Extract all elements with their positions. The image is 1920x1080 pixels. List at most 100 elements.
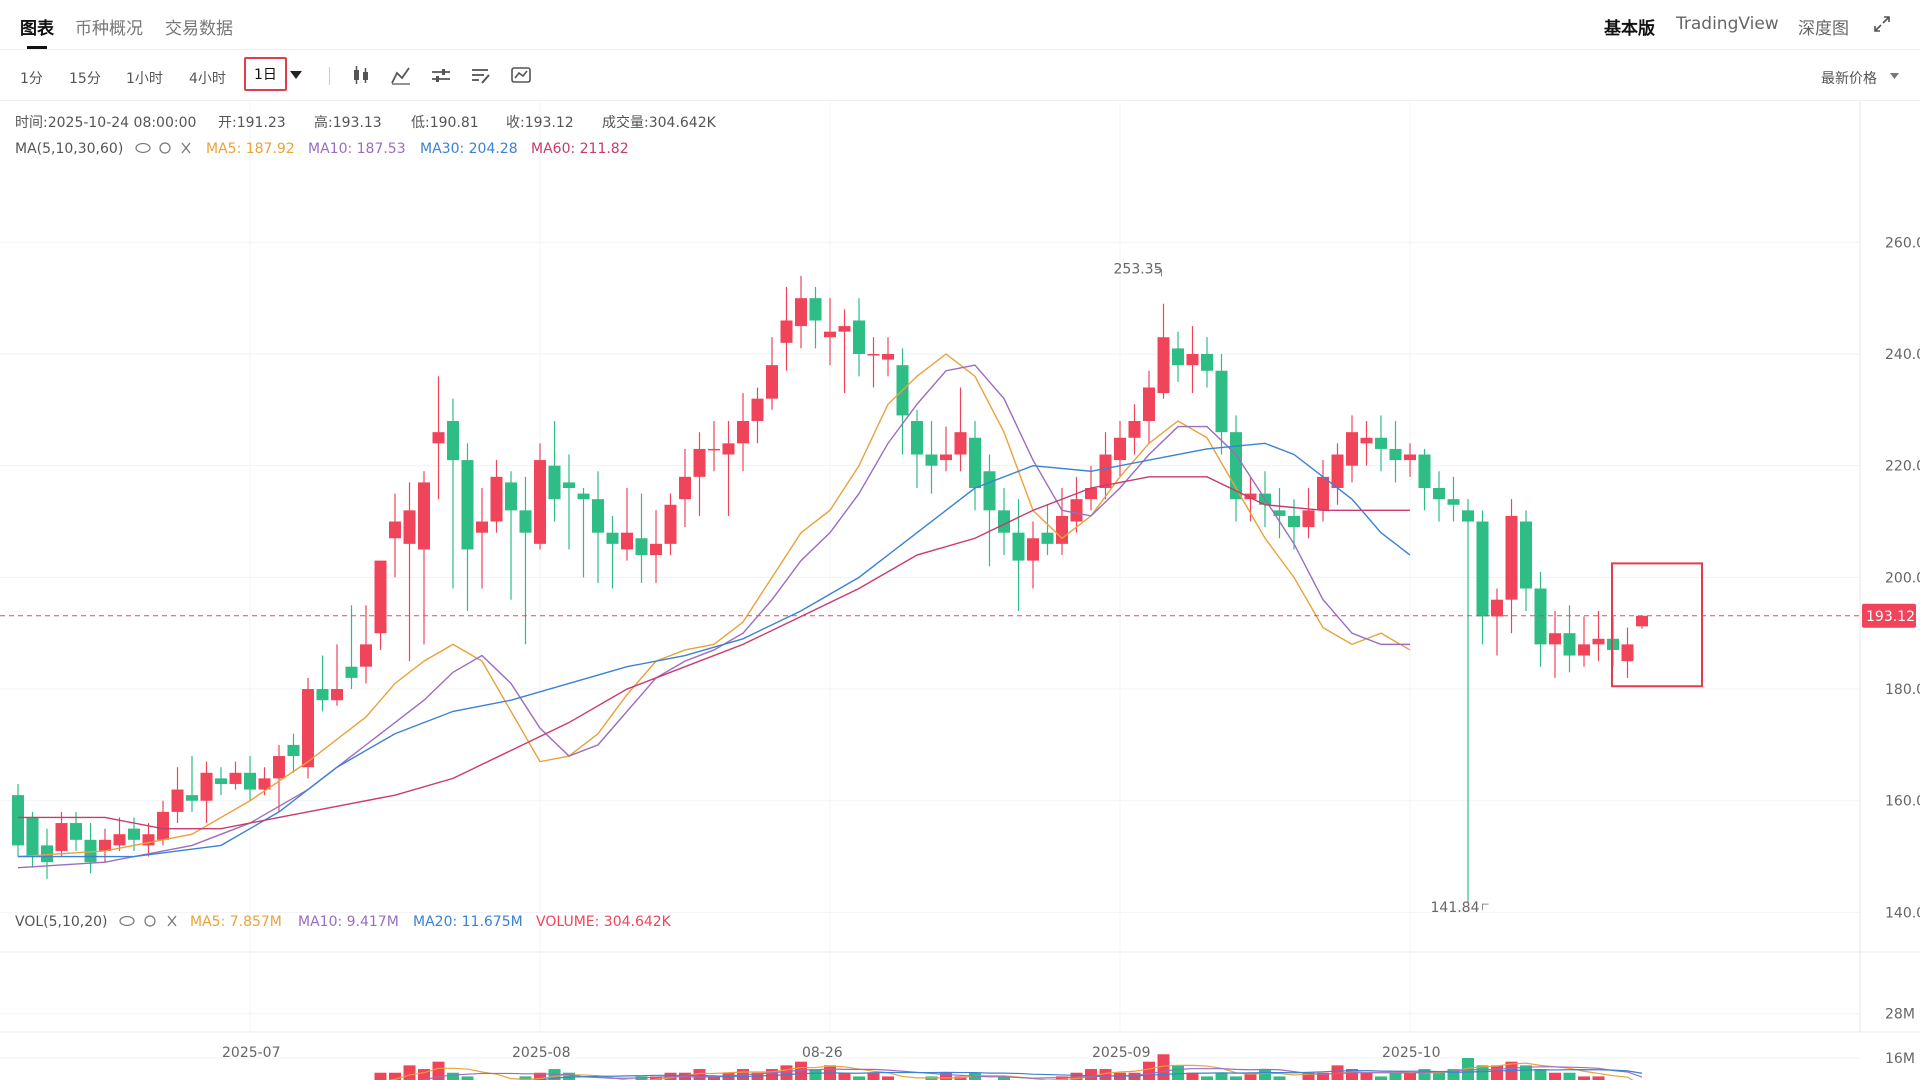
- candle-body: [1476, 521, 1489, 617]
- candle-body: [1288, 515, 1300, 528]
- tab-chart[interactable]: 图表: [20, 19, 54, 39]
- vol-ma5-legend: MA5: 7.857M: [190, 914, 282, 930]
- ma30-line: [18, 442, 1411, 858]
- volume-bar: [432, 1061, 445, 1080]
- settings-sliders-icon[interactable]: [430, 65, 452, 85]
- candle-body: [751, 398, 764, 422]
- vol-close-icon[interactable]: [167, 915, 177, 927]
- candle-body: [1592, 638, 1605, 645]
- volume-bar: [882, 1076, 894, 1080]
- vol-ma10-legend: MA10: 9.417M: [298, 914, 399, 930]
- candle-body: [418, 482, 430, 550]
- volume-bar: [1056, 1076, 1068, 1080]
- ma10-legend: MA10: 187.53: [308, 141, 406, 157]
- candle-body: [809, 298, 822, 321]
- ma-settings-icon[interactable]: [159, 142, 171, 154]
- volume-bar: [1447, 1069, 1460, 1080]
- max-price-label: 253.35: [1114, 261, 1163, 277]
- candle-body: [157, 811, 169, 840]
- timeframe-1h[interactable]: 1小时: [126, 71, 163, 87]
- candle-body: [1012, 532, 1025, 561]
- volume-bar: [1273, 1076, 1286, 1080]
- candle-body: [1041, 532, 1054, 544]
- candle-body: [1114, 437, 1126, 461]
- ma10-line: [17, 364, 1410, 869]
- candle-body: [1317, 476, 1329, 511]
- candle-body: [1186, 353, 1199, 366]
- ma-close-icon[interactable]: [181, 142, 191, 154]
- candle-body: [592, 499, 604, 533]
- vol-ma10-line: [419, 1066, 1643, 1080]
- candle-body: [1505, 515, 1518, 600]
- vol-eye-icon[interactable]: [119, 915, 135, 927]
- candle-body: [1056, 515, 1068, 544]
- tab-depth-chart[interactable]: 深度图: [1798, 19, 1849, 39]
- volume-bar: [1099, 1069, 1112, 1080]
- indicator-icon[interactable]: [390, 65, 412, 85]
- timeframe-1m[interactable]: 1分: [20, 71, 43, 87]
- candle-body: [940, 454, 952, 461]
- top-tabbar: 图表 币种概况 交易数据 基本版 TradingView 深度图: [0, 0, 1920, 50]
- volume-bar: [998, 1076, 1010, 1080]
- draw-tools-icon[interactable]: [470, 65, 492, 85]
- ma60-legend: MA60: 211.82: [531, 141, 629, 157]
- y-tick-label: 200.00: [1885, 570, 1920, 586]
- x-tick-label: 08-26: [802, 1045, 843, 1061]
- candle-body: [142, 834, 155, 846]
- tab-tradingview[interactable]: TradingView: [1676, 14, 1779, 34]
- ma30-legend: MA30: 204.28: [420, 141, 518, 157]
- candle-body: [1534, 588, 1547, 645]
- volume-bar: [1476, 1065, 1489, 1080]
- moving-average-lines: [17, 353, 1643, 1080]
- candle-body: [1636, 615, 1648, 627]
- candle-body: [1491, 599, 1503, 617]
- timeframe-15m[interactable]: 15分: [69, 71, 101, 87]
- ma-legend-controls[interactable]: [135, 142, 191, 154]
- tab-coin-overview[interactable]: 币种概况: [75, 19, 143, 39]
- candle-body: [1520, 521, 1532, 589]
- volume-bar: [1433, 1072, 1445, 1080]
- vol-ma20-legend: MA20: 11.675M: [413, 914, 523, 930]
- annotations: 193.12 253.35 141.84: [0, 261, 1916, 916]
- info-volume: 成交量:304.642K: [602, 114, 717, 131]
- candle-body: [1563, 633, 1576, 656]
- candlestick-icon[interactable]: [350, 65, 372, 85]
- fullscreen-icon[interactable]: [1873, 15, 1895, 35]
- price-type-caret-icon[interactable]: [1890, 73, 1912, 93]
- candle-body: [113, 834, 126, 846]
- price-chart[interactable]: 140.00 160.00 180.00 200.00 220.00 240.00 260.…: [0, 102, 1920, 1080]
- tab-trade-data[interactable]: 交易数据: [165, 19, 233, 39]
- info-open: 开:191.23: [218, 115, 286, 131]
- candle-body: [476, 521, 488, 533]
- ma-eye-icon[interactable]: [135, 142, 151, 154]
- candle-body: [795, 298, 807, 327]
- candle-body: [519, 510, 532, 533]
- volume-bar: [563, 1072, 575, 1080]
- axes: 140.00 160.00 180.00 200.00 220.00 240.00 260.…: [222, 235, 1920, 1067]
- price-type-select[interactable]: 最新价格: [1821, 71, 1877, 87]
- timeframe-1d[interactable]: 1日: [244, 57, 287, 91]
- candle-body: [55, 823, 68, 851]
- candle-body: [505, 482, 517, 511]
- candle-body: [621, 532, 633, 550]
- candle-body: [650, 543, 662, 556]
- timeframe-4h[interactable]: 4小时: [189, 71, 226, 87]
- vol-settings-icon[interactable]: [144, 915, 156, 927]
- caret-down-icon[interactable]: [290, 71, 312, 91]
- candle-body: [563, 482, 575, 489]
- candle-body: [389, 521, 401, 539]
- candle-body: [722, 443, 735, 455]
- y-tick-label: 140.00: [1885, 905, 1920, 921]
- candle-body: [215, 778, 227, 784]
- candle-body: [287, 744, 300, 757]
- candle-body: [925, 454, 938, 466]
- volume-bar: [1389, 1072, 1402, 1080]
- vol-legend-controls[interactable]: [119, 915, 177, 927]
- candle-body: [534, 460, 546, 544]
- candle-body: [345, 666, 358, 678]
- candle-body: [403, 510, 416, 544]
- volume-bar: [708, 1076, 720, 1080]
- tab-basic[interactable]: 基本版: [1604, 19, 1655, 39]
- chart-type-icon[interactable]: [510, 65, 532, 85]
- candle-body: [1433, 488, 1445, 500]
